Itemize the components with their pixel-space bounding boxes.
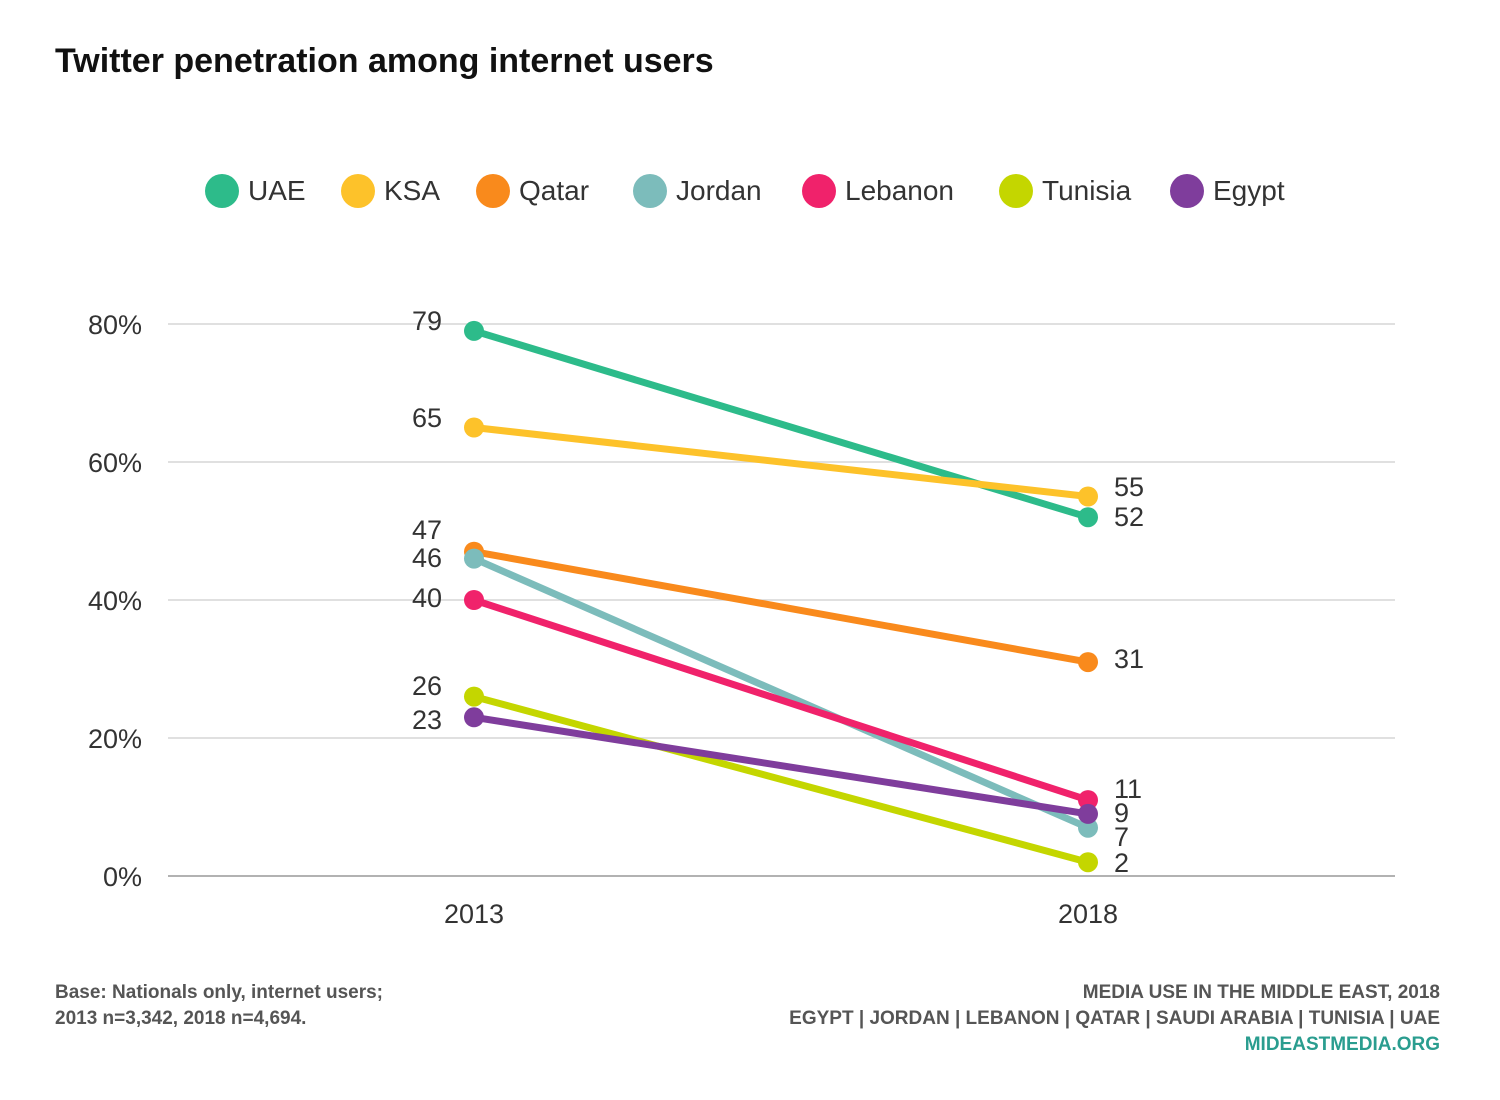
x-tick-label: 2018 [1058, 899, 1118, 929]
y-tick-label: 80% [88, 310, 142, 340]
legend-item-ksa: KSA [341, 168, 440, 214]
legend-label: UAE [248, 175, 306, 206]
series-line-qatar [470, 548, 1092, 666]
data-point-tunisia-2013 [464, 686, 484, 707]
data-label-egypt-2018: 9 [1114, 798, 1129, 828]
data-label-jordan-2013: 46 [412, 543, 442, 573]
source-website-link[interactable]: MIDEASTMEDIA.ORG [1244, 1034, 1440, 1055]
data-label-ksa-2018: 55 [1114, 472, 1144, 502]
footer-base-note: Base: Nationals only, internet users; 20… [55, 980, 383, 1032]
data-label-lebanon-2013: 40 [412, 583, 442, 613]
data-point-lebanon-2013 [464, 590, 484, 610]
x-tick-label: 2013 [444, 899, 504, 929]
data-point-jordan-2013 [464, 548, 484, 569]
series-line-jordan [470, 555, 1092, 832]
data-point-uae-2018 [1078, 507, 1098, 528]
chart-title: Twitter penetration among internet users [55, 42, 714, 80]
data-label-uae-2013: 79 [412, 306, 442, 336]
series-line-egypt [470, 713, 1092, 818]
data-label-uae-2018: 52 [1114, 502, 1144, 532]
data-point-qatar-2018 [1078, 652, 1098, 673]
legend-swatch [1170, 174, 1204, 208]
y-tick-label: 40% [88, 586, 142, 616]
legend-item-jordan: Jordan [633, 168, 762, 214]
source-line-1: MEDIA USE IN THE MIDDLE EAST, 2018 [1082, 982, 1440, 1003]
legend-item-tunisia: Tunisia [999, 168, 1131, 214]
data-point-tunisia-2018 [1078, 852, 1098, 873]
legend-swatch [341, 174, 375, 208]
series-line-lebanon [470, 596, 1092, 804]
legend-item-lebanon: Lebanon [802, 168, 954, 214]
base-note-line-1: Base: Nationals only, internet users; [55, 982, 384, 1003]
legend-label: Jordan [676, 175, 762, 206]
source-line-2: EGYPT | JORDAN | LEBANON | QATAR | SAUDI… [789, 1008, 1440, 1029]
data-point-egypt-2018 [1078, 803, 1098, 824]
legend-label: Egypt [1213, 175, 1285, 206]
data-label-qatar-2013: 47 [412, 515, 442, 545]
data-label-jordan-2018: 7 [1114, 822, 1129, 852]
data-label-qatar-2018: 31 [1114, 644, 1144, 674]
data-point-uae-2013 [464, 320, 484, 341]
legend-label: Lebanon [845, 175, 955, 206]
legend-swatch [633, 174, 667, 208]
data-label-tunisia-2013: 26 [412, 671, 442, 701]
legend-swatch [205, 174, 239, 208]
data-point-jordan-2018 [1078, 817, 1098, 838]
legend-label: KSA [384, 175, 441, 206]
legend-item-uae: UAE [205, 168, 306, 214]
data-point-egypt-2013 [464, 707, 484, 728]
legend-swatch [999, 174, 1033, 208]
legend-label: Tunisia [1042, 175, 1132, 206]
data-point-ksa-2013 [464, 417, 484, 438]
chart-legend: UAE KSA Qatar Jordan Lebanon Tunisia Egypt [0, 168, 1500, 214]
y-tick-label: 0% [103, 862, 142, 892]
series-line-tunisia [470, 693, 1092, 866]
series-line-ksa [470, 424, 1092, 500]
y-tick-label: 60% [88, 448, 142, 478]
data-label-tunisia-2018: 2 [1114, 848, 1129, 878]
data-label-ksa-2013: 65 [412, 403, 442, 433]
data-point-ksa-2018 [1078, 486, 1098, 507]
footer-source: MEDIA USE IN THE MIDDLE EAST, 2018 EGYPT… [789, 980, 1440, 1058]
base-note-line-2: 2013 n=3,342, 2018 n=4,694. [55, 1008, 307, 1029]
legend-swatch [802, 174, 836, 208]
data-point-lebanon-2018 [1078, 790, 1098, 811]
data-label-lebanon-2018: 11 [1114, 774, 1142, 804]
legend-item-qatar: Qatar [476, 168, 589, 214]
y-tick-label: 20% [88, 724, 142, 754]
legend-swatch [476, 174, 510, 208]
legend-label: Qatar [519, 175, 590, 206]
legend-item-egypt: Egypt [1170, 168, 1285, 214]
data-label-egypt-2013: 23 [412, 705, 442, 735]
